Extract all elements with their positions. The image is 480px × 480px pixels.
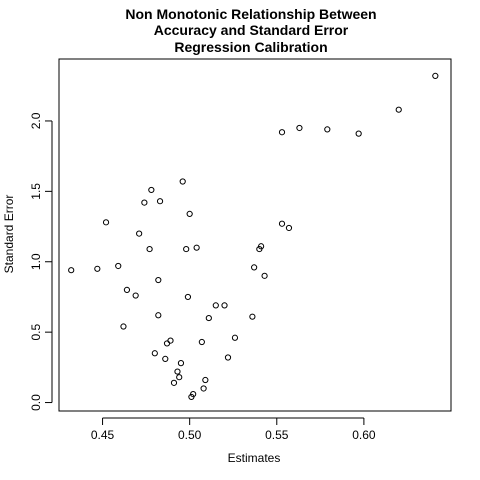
x-tick-label: 0.60 xyxy=(352,428,376,442)
chart-title: Non Monotonic Relationship Between Accur… xyxy=(125,6,376,55)
data-point xyxy=(200,385,207,392)
data-point xyxy=(120,323,127,330)
data-point xyxy=(193,244,200,251)
y-tick-label: 2.0 xyxy=(29,112,43,129)
data-point xyxy=(155,276,162,284)
data-point xyxy=(141,199,148,206)
data-point xyxy=(123,286,131,294)
data-point xyxy=(170,379,178,386)
data-point xyxy=(177,360,185,367)
data-point xyxy=(285,224,293,232)
data-point xyxy=(224,354,232,361)
data-point xyxy=(190,391,197,398)
chart-title-line-2: Accuracy and Standard Error xyxy=(154,22,349,38)
data-point xyxy=(174,368,181,375)
data-point xyxy=(162,355,169,363)
data-point xyxy=(212,302,219,309)
data-point xyxy=(151,350,158,357)
y-axis: 0.0 0.5 1.0 1.5 2.0 xyxy=(29,112,53,411)
data-point xyxy=(155,312,162,319)
y-tick-label: 0.0 xyxy=(29,394,43,411)
data-point xyxy=(132,292,139,299)
data-point xyxy=(156,198,164,205)
data-point xyxy=(146,245,153,253)
data-point xyxy=(261,272,268,279)
data-point xyxy=(94,265,101,272)
data-point xyxy=(167,337,174,344)
data-point xyxy=(249,313,256,320)
data-point xyxy=(102,219,110,226)
data-point xyxy=(395,106,402,113)
x-axis-label: Estimates xyxy=(228,451,281,465)
data-point xyxy=(278,129,286,136)
x-axis: 0.45 0.50 0.55 0.60 xyxy=(91,417,376,442)
data-points xyxy=(68,72,439,401)
data-point xyxy=(251,264,258,271)
data-point xyxy=(278,220,286,227)
data-point xyxy=(198,338,205,346)
data-point xyxy=(176,374,183,381)
data-point xyxy=(68,267,75,274)
x-tick-label: 0.55 xyxy=(265,428,289,442)
data-point xyxy=(115,262,122,270)
data-point xyxy=(221,302,228,309)
y-tick-label: 1.5 xyxy=(29,183,43,200)
data-point xyxy=(355,130,362,137)
data-point xyxy=(136,230,143,237)
y-tick-label: 0.5 xyxy=(29,323,43,340)
data-point xyxy=(324,126,331,133)
x-tick-label: 0.50 xyxy=(178,428,202,442)
data-point xyxy=(184,293,192,301)
data-point xyxy=(148,186,155,194)
data-point xyxy=(257,243,265,250)
chart-title-line-3: Regression Calibration xyxy=(174,39,327,55)
plot-frame xyxy=(58,58,452,412)
data-point xyxy=(296,124,303,132)
x-tick-label: 0.45 xyxy=(91,428,115,442)
data-point xyxy=(163,340,171,347)
data-point xyxy=(179,178,186,185)
data-point xyxy=(202,376,209,384)
chart-title-line-1: Non Monotonic Relationship Between xyxy=(125,6,376,22)
data-point xyxy=(205,314,212,322)
data-point xyxy=(432,72,439,79)
data-point xyxy=(231,334,239,341)
y-tick-label: 1.0 xyxy=(29,253,43,270)
data-point xyxy=(186,210,193,217)
y-axis-label: Standard Error xyxy=(2,195,16,274)
data-point xyxy=(183,245,190,253)
